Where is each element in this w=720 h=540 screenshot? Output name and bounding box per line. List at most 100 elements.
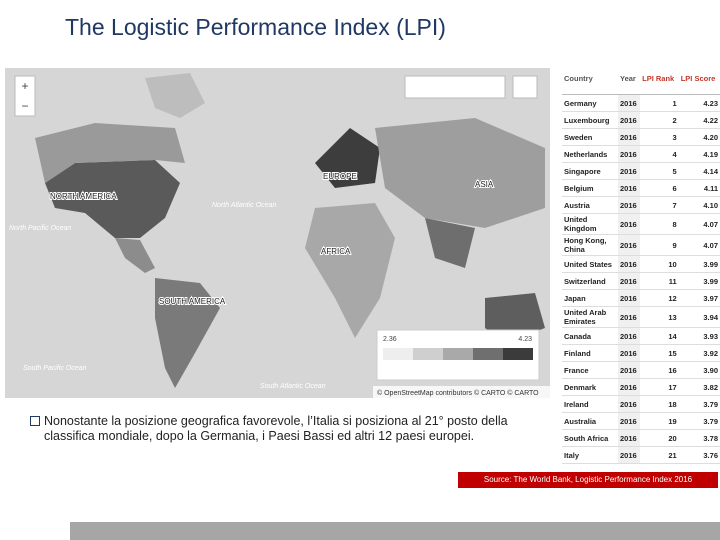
column-header: Year — [618, 62, 641, 95]
table-cell: 4.11 — [678, 179, 720, 197]
table-cell: Germany — [562, 94, 618, 112]
table-cell: 4.07 — [678, 234, 720, 256]
table-cell: Canada — [562, 327, 618, 345]
column-header: LPI Rank — [640, 62, 679, 95]
table-row: Finland 2016 15 3.92 — [562, 344, 720, 362]
table-cell: South Africa — [562, 429, 618, 447]
map-label: EUROPE — [323, 172, 357, 181]
map-label: SOUTH AMERICA — [159, 297, 226, 306]
table-row: Japan 2016 12 3.97 — [562, 289, 720, 307]
legend-max: 4.23 — [518, 336, 532, 343]
table-cell: 12 — [640, 289, 679, 307]
map-label: ASIA — [475, 180, 494, 189]
table-cell: Finland — [562, 344, 618, 362]
slide-title: The Logistic Performance Index (LPI) — [65, 14, 446, 40]
table-cell: 2016 — [618, 234, 641, 256]
table-cell: 3.79 — [678, 412, 720, 430]
column-header: LPI Score — [678, 62, 720, 95]
table-cell: 2016 — [618, 272, 641, 290]
table-cell: 2016 — [618, 179, 641, 197]
table-row: Switzerland 2016 11 3.99 — [562, 272, 720, 290]
table-cell: 10 — [640, 255, 679, 273]
map-label: NORTH AMERICA — [50, 192, 117, 201]
table-cell: 3 — [640, 128, 679, 146]
table-cell: 2 — [640, 111, 679, 129]
table-cell: 14 — [640, 327, 679, 345]
table-cell: 2016 — [618, 378, 641, 396]
table-cell: 4.19 — [678, 145, 720, 163]
table-cell: Japan — [562, 289, 618, 307]
table-cell: 4.10 — [678, 196, 720, 214]
table-cell: 2016 — [618, 446, 641, 464]
table-row: Netherlands 2016 4 4.19 — [562, 145, 720, 163]
table-cell: 3.79 — [678, 395, 720, 413]
table-cell: 2016 — [618, 213, 641, 235]
table-cell: 3.82 — [678, 378, 720, 396]
locate-button[interactable] — [512, 75, 538, 99]
table-cell: 2016 — [618, 145, 641, 163]
table-row: South Africa 2016 20 3.78 — [562, 429, 720, 447]
table-cell: 4 — [640, 145, 679, 163]
table-row: United States 2016 10 3.99 — [562, 255, 720, 273]
table-cell: 8 — [640, 213, 679, 235]
table-cell: 2016 — [618, 128, 641, 146]
table-row: Singapore 2016 5 4.14 — [562, 162, 720, 180]
table-cell: Singapore — [562, 162, 618, 180]
table-cell: 2016 — [618, 94, 641, 112]
table-cell: 16 — [640, 361, 679, 379]
table-cell: 3.78 — [678, 429, 720, 447]
table-cell: 5 — [640, 162, 679, 180]
legend-min: 2.36 — [383, 336, 397, 343]
table-cell: 2016 — [618, 361, 641, 379]
zoom-in[interactable]: + — [21, 79, 28, 93]
footer-bar — [70, 522, 720, 540]
table-cell: Sweden — [562, 128, 618, 146]
table-cell: 2016 — [618, 344, 641, 362]
table-cell: 9 — [640, 234, 679, 256]
table-cell: Switzerland — [562, 272, 618, 290]
table-cell: Netherlands — [562, 145, 618, 163]
map-label: AFRICA — [321, 247, 351, 256]
table-row: Australia 2016 19 3.79 — [562, 412, 720, 430]
table-row: Italy 2016 21 3.76 — [562, 446, 720, 464]
table-row: Canada 2016 14 3.93 — [562, 327, 720, 345]
table-cell: 3.92 — [678, 344, 720, 362]
table-cell: 2016 — [618, 289, 641, 307]
table-cell: 4.07 — [678, 213, 720, 235]
table-cell: Australia — [562, 412, 618, 430]
table-cell: 3.76 — [678, 446, 720, 464]
table-cell: Luxembourg — [562, 111, 618, 129]
table-cell: 3.99 — [678, 272, 720, 290]
table-cell: United Kingdom — [562, 213, 618, 235]
table-cell: 2016 — [618, 255, 641, 273]
search-box[interactable] — [404, 75, 506, 99]
table-cell: 2016 — [618, 429, 641, 447]
zoom-out[interactable]: − — [21, 99, 28, 113]
table-cell: Ireland — [562, 395, 618, 413]
table-row: France 2016 16 3.90 — [562, 361, 720, 379]
map: + − NORTH AMERICA EUROPE ASIA AFRICA SOU… — [5, 68, 550, 398]
table-cell: 2016 — [618, 196, 641, 214]
table-cell: 21 — [640, 446, 679, 464]
table-cell: 3.97 — [678, 289, 720, 307]
table-cell: 11 — [640, 272, 679, 290]
bullet-body: Nonostante la posizione geografica favor… — [44, 414, 508, 443]
table-row: Ireland 2016 18 3.79 — [562, 395, 720, 413]
table-cell: 15 — [640, 344, 679, 362]
bullet-text: Nonostante la posizione geografica favor… — [30, 414, 520, 444]
table-row: United Arab Emirates 2016 13 3.94 — [562, 306, 720, 328]
column-header: Country — [562, 62, 618, 95]
table-cell: France — [562, 361, 618, 379]
table-cell: United States — [562, 255, 618, 273]
table-cell: 3.93 — [678, 327, 720, 345]
table-cell: 19 — [640, 412, 679, 430]
table-cell: 18 — [640, 395, 679, 413]
table-cell: 13 — [640, 306, 679, 328]
table-cell: Austria — [562, 196, 618, 214]
table-cell: 2016 — [618, 412, 641, 430]
table-cell: Italy — [562, 446, 618, 464]
table-cell: 2016 — [618, 395, 641, 413]
table-cell: 2016 — [618, 162, 641, 180]
table-cell: 2016 — [618, 327, 641, 345]
